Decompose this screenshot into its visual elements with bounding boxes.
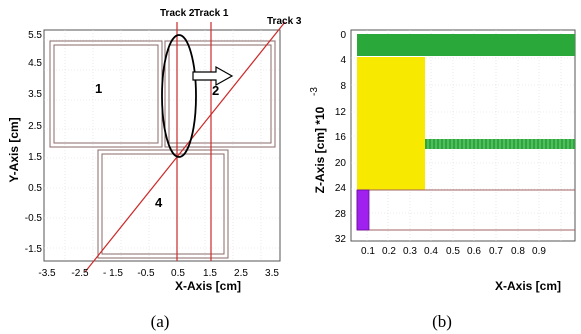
y-tick-label: 1.5 [28, 152, 42, 163]
z-tick-label: 24 [335, 183, 347, 194]
y-tick-label: 3.5 [28, 89, 42, 100]
x-tick-label: 0.5 [171, 268, 185, 279]
caption-a: (a) [151, 312, 170, 331]
y-tick-label: 4.5 [28, 58, 42, 69]
track-3-line [84, 21, 286, 273]
frame-1-inner [53, 44, 159, 144]
direction-arrow-icon [192, 65, 234, 87]
left-x-ticks: -3.5 -2.5 - 1.5 -0.5 0.5 1.5 2.5 3.5 [38, 268, 279, 279]
right-panel: 0 4 8 12 16 20 24 28 32 0.1 0.2 0.3 0.4 … [309, 29, 576, 331]
x-tick-label: 2.5 [234, 268, 248, 279]
right-z-axis-label-group: Z-Axis [cm] *10 -3 [309, 87, 327, 194]
right-grid [351, 30, 575, 241]
region-label-1: 1 [95, 81, 102, 96]
x-tick-label: 0.4 [424, 246, 438, 257]
right-z-axis-exponent: -3 [309, 87, 320, 96]
frame-2-inner [168, 44, 272, 144]
y-tick-label: -1.5 [25, 244, 43, 255]
right-x-axis-label: X-Axis [cm] [495, 279, 561, 293]
x-tick-label: 0.2 [382, 246, 396, 257]
x-tick-label: -2.5 [71, 268, 89, 279]
left-panel: 1 2 4 Track 2 Track 1 Track 3 5.5 4.5 3.… [7, 8, 302, 331]
x-tick-label: 0.9 [532, 246, 546, 257]
right-x-ticks: 0.1 0.2 0.3 0.4 0.5 0.6 0.7 0.8 0.9 [361, 246, 546, 257]
y-tick-label: 0.5 [28, 183, 42, 194]
z-tick-label: 12 [335, 107, 347, 118]
x-tick-label: 0.1 [361, 246, 375, 257]
left-y-axis-label: Y-Axis [cm] [7, 117, 21, 182]
yellow-block [357, 57, 425, 190]
x-tick-label: 0.8 [511, 246, 525, 257]
z-tick-label: 8 [340, 81, 346, 92]
y-tick-label: 5.5 [28, 30, 42, 41]
right-z-axis-label: Z-Axis [cm] *10 [313, 106, 327, 193]
caption-b: (b) [432, 312, 452, 331]
x-tick-label: 0.5 [446, 246, 460, 257]
x-tick-label: 0.6 [467, 246, 481, 257]
green-layer [357, 34, 575, 56]
x-tick-label: 0.7 [489, 246, 503, 257]
track-3-label: Track 3 [267, 16, 302, 27]
left-y-ticks: 5.5 4.5 3.5 2.5 1.5 0.5 -0.5 -1.5 [25, 30, 43, 255]
frame-2-outer [164, 40, 276, 148]
tracks [84, 21, 286, 273]
region-label-2: 2 [212, 83, 219, 98]
x-tick-label: -3.5 [38, 268, 56, 279]
x-tick-label: 3.5 [265, 268, 279, 279]
y-tick-label: 2.5 [28, 121, 42, 132]
left-x-axis-label: X-Axis [cm] [175, 279, 241, 293]
z-tick-label: 20 [335, 158, 347, 169]
region-label-4: 4 [155, 195, 163, 210]
z-tick-label: 28 [335, 209, 347, 220]
x-tick-label: 0.3 [403, 246, 417, 257]
right-z-ticks: 0 4 8 12 16 20 24 28 32 [335, 30, 347, 245]
purple-block [356, 189, 370, 231]
x-tick-label: -0.5 [137, 268, 155, 279]
z-tick-label: 0 [340, 30, 346, 41]
track-2-label: Track 2 [160, 8, 195, 19]
frame-4-outer [97, 149, 229, 259]
green-strip [425, 139, 575, 149]
z-tick-label: 32 [335, 234, 347, 245]
left-grid [44, 30, 280, 261]
track-1-label: Track 1 [194, 8, 229, 19]
frame-4-inner [101, 153, 225, 255]
overlap-ellipse [161, 34, 197, 158]
z-tick-label: 16 [335, 132, 347, 143]
y-tick-label: -0.5 [25, 213, 43, 224]
x-tick-label: - 1.5 [103, 268, 123, 279]
x-tick-label: 1.5 [203, 268, 217, 279]
z-tick-label: 4 [340, 55, 346, 66]
